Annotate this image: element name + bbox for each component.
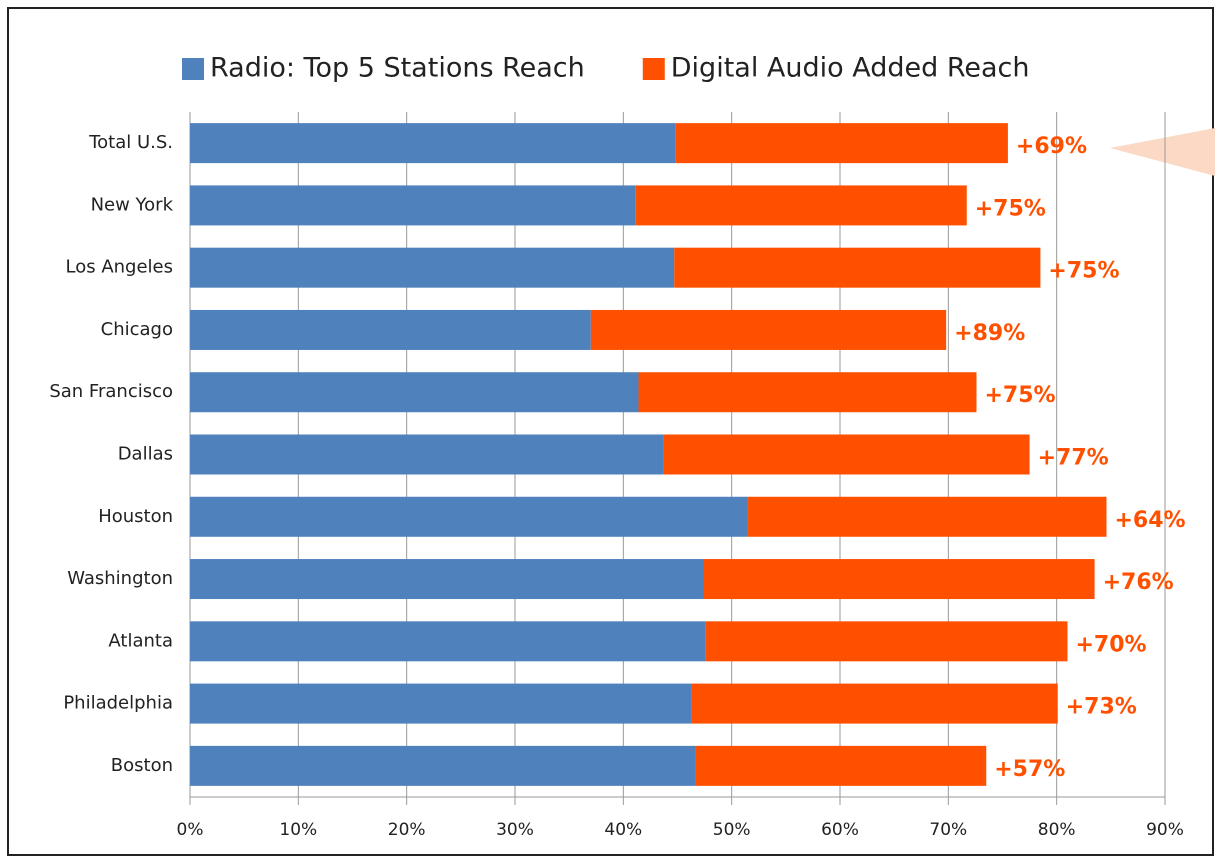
bar-segment — [190, 496, 748, 537]
legend-label: Radio: Top 5 Stations Reach — [210, 53, 585, 84]
y-tick-label: San Francisco — [49, 381, 173, 402]
x-tick-label: 90% — [1146, 820, 1184, 840]
bar-segment — [663, 434, 1030, 475]
bar-segment — [190, 247, 675, 288]
annotation: +76% — [1103, 570, 1174, 595]
bar-segment — [190, 123, 676, 164]
bar-segment — [190, 745, 696, 786]
bar-segment — [190, 621, 706, 662]
bar-segment — [190, 185, 636, 226]
bar-segment — [190, 434, 664, 475]
y-tick-label: Dallas — [118, 444, 173, 465]
x-tick-label: 40% — [604, 820, 642, 840]
x-tick-label: 0% — [177, 820, 204, 840]
bar-segment — [695, 745, 987, 786]
x-tick-label: 20% — [388, 820, 426, 840]
x-tick-label: 10% — [279, 820, 317, 840]
y-tick-label: New York — [91, 194, 174, 215]
y-tick-label: Los Angeles — [66, 257, 174, 278]
annotation: +73% — [1066, 695, 1137, 720]
annotation: +69% — [1016, 134, 1087, 159]
bar-segment — [190, 559, 704, 600]
x-tick-label: 60% — [821, 820, 859, 840]
bar-segment — [635, 185, 967, 226]
x-tick-label: 70% — [929, 820, 967, 840]
annotation: +75% — [1048, 259, 1119, 284]
y-tick-label: Boston — [111, 755, 173, 776]
bar-segment — [747, 496, 1107, 537]
bar-segment — [703, 559, 1095, 600]
annotation: +75% — [975, 196, 1046, 221]
annotation: +70% — [1076, 632, 1147, 657]
x-tick-label: 30% — [496, 820, 534, 840]
y-tick-label: Total U.S. — [88, 132, 173, 153]
bar-segment — [190, 309, 591, 350]
y-tick-label: Philadelphia — [63, 693, 173, 714]
bar-segment — [638, 372, 977, 413]
bar-segment — [590, 309, 947, 350]
annotation: +57% — [994, 757, 1065, 782]
legend-swatch — [642, 58, 665, 80]
bar-segment — [691, 683, 1058, 724]
bar-segment — [190, 683, 692, 724]
legend-swatch — [182, 58, 204, 80]
annotation: +75% — [985, 383, 1056, 408]
y-tick-label: Houston — [98, 506, 173, 527]
callout-shape — [1110, 128, 1215, 176]
y-tick-label: Atlanta — [108, 630, 173, 651]
x-tick-label: 50% — [713, 820, 751, 840]
bar-segment — [675, 123, 1008, 164]
x-tick-label: 80% — [1038, 820, 1076, 840]
annotation: +64% — [1115, 508, 1186, 533]
bar-segment — [674, 247, 1041, 288]
legend-label: Digital Audio Added Reach — [671, 53, 1030, 84]
y-tick-label: Chicago — [101, 319, 173, 340]
bar-segment — [705, 621, 1068, 662]
annotation: +89% — [954, 321, 1025, 346]
y-tick-label: Washington — [67, 568, 173, 589]
bar-segment — [190, 372, 639, 413]
annotation: +77% — [1038, 446, 1109, 471]
